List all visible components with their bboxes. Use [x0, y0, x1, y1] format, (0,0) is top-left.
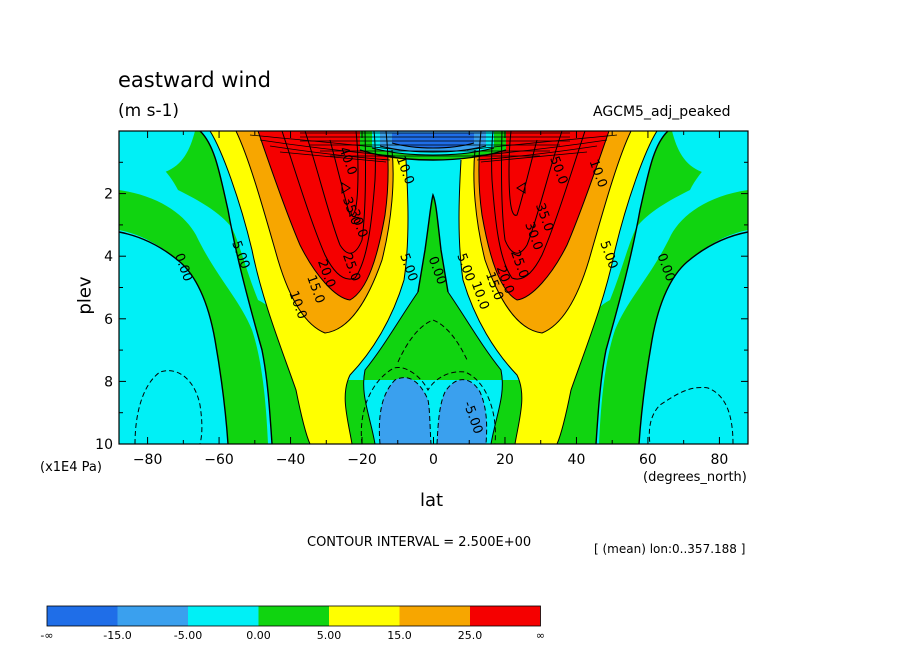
- chart-units: (m s-1): [118, 101, 180, 121]
- contour-lines: [119, 131, 748, 444]
- x-tick-label: 40: [568, 452, 586, 468]
- colorbar-label: 5.00: [317, 629, 342, 642]
- colorbar-swatch: [399, 606, 470, 626]
- averaging-info: [ (mean) lon:0..357.188 ]: [594, 542, 746, 556]
- x-axis-label: lat: [420, 490, 444, 511]
- fill-band-neg5-0: [119, 232, 228, 444]
- y-axis-units: (x1E4 Pa): [40, 460, 102, 475]
- y-tick-label: 2: [104, 187, 113, 203]
- colorbar-swatch: [470, 606, 541, 626]
- x-tick-label: −40: [276, 452, 306, 468]
- colorbar-label: 15.0: [387, 629, 412, 642]
- y-axis: 2 4 6 8 10: [95, 161, 748, 453]
- fill-band-25-plus: [478, 131, 609, 300]
- colorbar-label: -5.00: [174, 629, 202, 642]
- colorbar-label: -15.0: [103, 629, 131, 642]
- fill-band-0-5: [119, 190, 268, 444]
- fill-band-neg5-0: [119, 131, 195, 172]
- fill-band-neg5-0: [639, 232, 748, 444]
- colorbar-swatch: [329, 606, 400, 626]
- x-tick-label: −20: [347, 452, 377, 468]
- negative-contour-lines: [134, 319, 734, 444]
- y-tick-label: 6: [104, 312, 113, 328]
- colorbar-label: 0.00: [246, 629, 271, 642]
- colorbar-frame: [46, 605, 541, 627]
- dataset-label: AGCM5_adj_peaked: [593, 104, 731, 120]
- colorbar-swatch: [188, 606, 259, 626]
- y-tick-label: 4: [104, 249, 113, 265]
- x-tick-label: 0: [429, 452, 438, 468]
- colorbar-label: 25.0: [458, 629, 483, 642]
- x-tick-label: 80: [710, 452, 728, 468]
- fill-band-25-plus: [258, 131, 389, 300]
- colorbar-label: -∞: [40, 629, 53, 642]
- colorbar-swatch: [117, 606, 188, 626]
- colorbar-swatch: [258, 606, 329, 626]
- x-axis: −80 −60 −40 −20 0 20 40 60 80: [133, 131, 728, 468]
- colorbar-swatch: [47, 606, 118, 626]
- x-tick-label: 20: [496, 452, 514, 468]
- y-tick-label: 10: [95, 437, 113, 453]
- fill-band-0-5: [599, 190, 748, 444]
- contour-interval: CONTOUR INTERVAL = 2.500E+00: [307, 535, 532, 550]
- fill-band-neg5-0: [672, 131, 748, 172]
- x-tick-label: 60: [639, 452, 657, 468]
- jet-max-marker: [516, 182, 526, 194]
- chart-title: eastward wind: [118, 68, 271, 92]
- fill-band-0-5: [119, 131, 748, 444]
- jet-max-marker: [341, 182, 351, 194]
- colorbar: -∞ -15.0 -5.00 0.00 5.00 15.0 25.0 ∞: [40, 605, 545, 642]
- x-tick-label: −60: [204, 452, 234, 468]
- y-tick-label: 8: [104, 374, 113, 390]
- x-axis-units: (degrees_north): [643, 470, 747, 485]
- y-axis-label: plev: [74, 276, 96, 315]
- fill-band-neg15-neg5: [437, 379, 487, 444]
- colorbar-label: ∞: [536, 629, 545, 642]
- fill-band-neg15-neg5: [379, 377, 431, 444]
- upper-contour-lines: [249, 132, 618, 163]
- x-tick-label: −80: [133, 452, 163, 468]
